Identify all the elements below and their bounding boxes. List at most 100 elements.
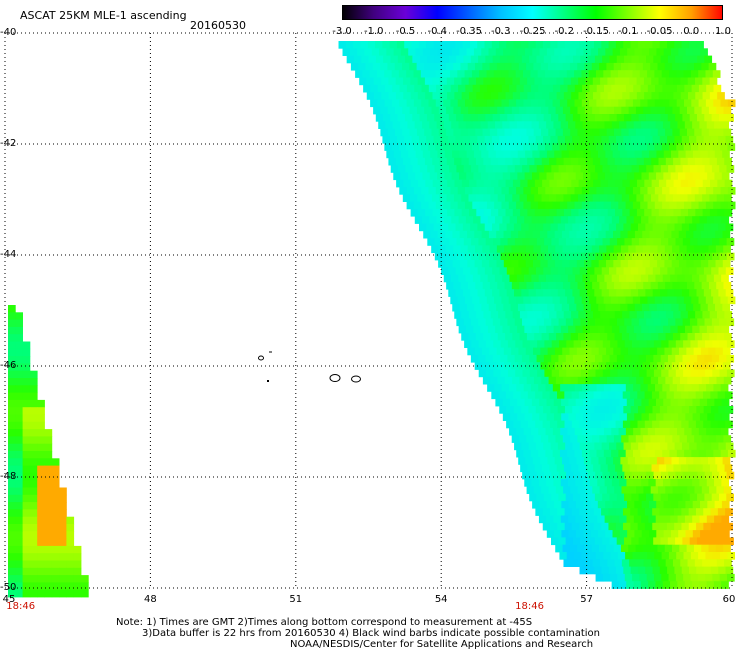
swath-cell: [624, 238, 633, 246]
latitude-label: -46: [0, 360, 17, 371]
swath-cell: [668, 252, 677, 261]
swath-cell: [507, 354, 516, 363]
swath-cell: [704, 537, 712, 546]
swath-cell: [492, 165, 501, 173]
swath-cell: [44, 429, 53, 437]
swath-cell: [603, 143, 612, 151]
swath-cell: [651, 464, 660, 473]
swath-cell: [485, 252, 494, 261]
swath-cell: [368, 55, 377, 64]
swath-cell: [452, 150, 460, 159]
swath-cell: [610, 252, 618, 261]
swath-cell: [668, 340, 677, 348]
swath-cell: [528, 223, 537, 232]
swath-cell: [653, 114, 661, 122]
swath-cell: [513, 135, 522, 144]
swath-cell: [664, 347, 673, 356]
swath-cell: [702, 208, 711, 217]
swath-cell: [691, 84, 700, 93]
swath-cell: [29, 443, 38, 452]
swath-cell: [441, 267, 449, 275]
swath-cell: [670, 172, 679, 181]
swath-cell: [644, 208, 652, 217]
swath-cell: [588, 340, 596, 348]
swath-cell: [648, 515, 657, 524]
swath-cell: [530, 296, 539, 305]
swath-cell: [719, 493, 727, 502]
swath-cell: [371, 48, 380, 56]
swath-cell: [672, 106, 681, 115]
swath-cell: [494, 274, 503, 283]
swath-cell: [538, 479, 547, 487]
swath-cell: [596, 296, 605, 305]
swath-cell: [684, 84, 693, 93]
swath-cell: [514, 289, 522, 297]
swath-cell: [705, 340, 713, 348]
swath-cell: [701, 281, 710, 290]
swath-cell: [705, 573, 713, 582]
swath-cell: [15, 545, 23, 554]
swath-cell: [723, 544, 731, 553]
swath-cell: [8, 378, 16, 386]
swath-cell: [492, 289, 500, 297]
swath-cell: [429, 172, 438, 181]
swath-cell: [680, 311, 689, 319]
swath-cell: [617, 252, 626, 261]
swath-cell: [527, 311, 535, 319]
swath-cell: [710, 508, 719, 516]
swath-cell: [548, 435, 556, 443]
swath-cell: [578, 311, 587, 319]
swath-cell: [652, 420, 660, 429]
swath-cell: [436, 216, 445, 224]
swath-cell: [578, 157, 586, 166]
swath-cell: [454, 92, 463, 100]
swath-cell: [390, 165, 399, 173]
swath-cell: [657, 544, 666, 553]
swath-cell: [519, 194, 528, 202]
swath-cell: [520, 208, 528, 217]
swath-cell: [594, 442, 603, 451]
swath-cell: [575, 479, 584, 487]
swath-cell: [648, 121, 657, 129]
swath-cell: [412, 114, 421, 122]
swath-cell: [507, 165, 516, 173]
swath-cell: [654, 143, 663, 151]
swath-cell: [550, 522, 558, 531]
swath-cell: [8, 443, 16, 452]
swath-cell: [578, 194, 586, 202]
swath-cell: [427, 165, 435, 173]
swath-cell: [502, 325, 511, 334]
swath-cell: [390, 55, 399, 64]
swath-cell: [655, 479, 664, 487]
swath-cell: [662, 427, 671, 436]
swath-cell: [520, 391, 529, 400]
swath-cell: [574, 99, 583, 108]
swath-cell: [629, 179, 638, 188]
swath-cell: [616, 537, 625, 546]
swath-cell: [8, 531, 16, 539]
swath-cell: [419, 223, 427, 232]
swath-cell: [59, 560, 67, 569]
swath-cell: [656, 500, 664, 509]
swath-cell: [491, 391, 500, 400]
swath-cell: [530, 70, 539, 78]
swath-cell: [646, 318, 654, 327]
swath-cell: [427, 238, 436, 246]
swath-cell: [674, 135, 683, 144]
swath-cell: [489, 347, 497, 356]
swath-cell: [611, 187, 619, 195]
swath-cell: [454, 311, 462, 319]
latitude-label: -42: [0, 138, 17, 149]
longitude-label: 45: [2, 594, 16, 605]
swath-cell: [695, 311, 703, 319]
swath-cell: [552, 187, 561, 195]
swath-cell: [645, 267, 654, 275]
swath-cell: [59, 538, 67, 547]
swath-cell: [622, 311, 630, 319]
swath-cell: [664, 544, 673, 553]
swath-cell: [694, 486, 703, 494]
swath-cell: [572, 41, 580, 49]
swath-cell: [538, 325, 547, 334]
swath-cell: [508, 143, 517, 151]
swath-cell: [569, 62, 578, 71]
